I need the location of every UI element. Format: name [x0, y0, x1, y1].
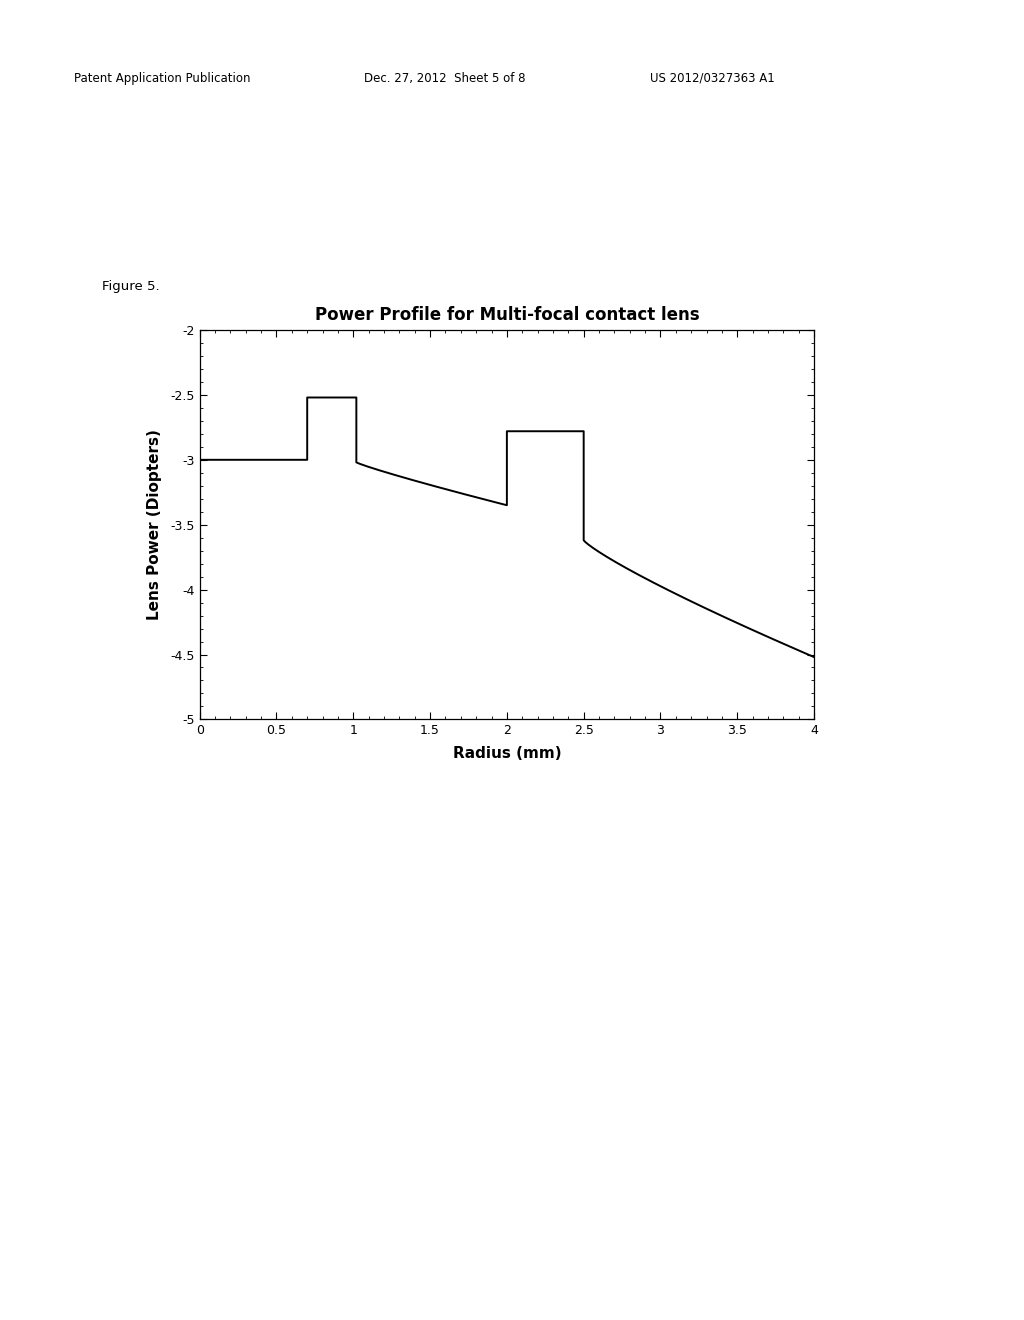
- Text: US 2012/0327363 A1: US 2012/0327363 A1: [650, 71, 775, 84]
- Title: Power Profile for Multi-focal contact lens: Power Profile for Multi-focal contact le…: [314, 306, 699, 325]
- Text: Dec. 27, 2012  Sheet 5 of 8: Dec. 27, 2012 Sheet 5 of 8: [364, 71, 525, 84]
- Text: Patent Application Publication: Patent Application Publication: [74, 71, 250, 84]
- Y-axis label: Lens Power (Diopters): Lens Power (Diopters): [147, 429, 162, 620]
- Text: Figure 5.: Figure 5.: [102, 280, 160, 293]
- X-axis label: Radius (mm): Radius (mm): [453, 746, 561, 760]
